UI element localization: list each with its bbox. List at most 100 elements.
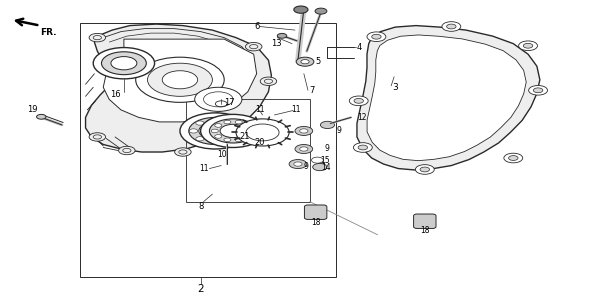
Text: 3: 3: [392, 83, 398, 92]
Circle shape: [224, 138, 231, 141]
Circle shape: [294, 6, 308, 13]
Circle shape: [320, 121, 335, 129]
Circle shape: [201, 114, 266, 147]
Text: 9: 9: [304, 162, 309, 171]
Circle shape: [93, 48, 155, 79]
Circle shape: [251, 127, 268, 135]
Text: 10: 10: [218, 150, 227, 159]
Circle shape: [189, 129, 198, 133]
Text: 18: 18: [420, 226, 430, 235]
Circle shape: [519, 41, 537, 51]
Circle shape: [248, 129, 255, 133]
Circle shape: [296, 57, 314, 66]
Text: 14: 14: [322, 163, 331, 172]
Circle shape: [295, 144, 313, 154]
Circle shape: [89, 33, 106, 42]
Circle shape: [415, 165, 434, 174]
Text: 12: 12: [357, 113, 366, 123]
Text: 13: 13: [271, 39, 282, 48]
Circle shape: [236, 119, 289, 146]
Circle shape: [211, 140, 219, 144]
Circle shape: [289, 160, 307, 169]
Circle shape: [372, 34, 381, 39]
Text: 4: 4: [357, 43, 362, 52]
Circle shape: [211, 118, 219, 122]
Circle shape: [420, 167, 430, 172]
Circle shape: [215, 135, 222, 138]
Text: 16: 16: [110, 90, 120, 99]
Text: 2: 2: [197, 284, 204, 294]
Text: 11: 11: [199, 164, 208, 173]
Circle shape: [244, 123, 275, 139]
Circle shape: [89, 133, 106, 141]
Circle shape: [277, 33, 287, 38]
Circle shape: [195, 87, 242, 111]
Text: 6: 6: [254, 22, 260, 31]
Circle shape: [233, 129, 241, 133]
Circle shape: [199, 123, 232, 139]
Text: 8: 8: [198, 202, 204, 211]
Circle shape: [313, 163, 327, 171]
Circle shape: [300, 147, 308, 151]
Circle shape: [529, 85, 548, 95]
Bar: [80, 23, 336, 277]
Circle shape: [215, 124, 222, 127]
Text: 20: 20: [254, 138, 265, 147]
Circle shape: [227, 121, 235, 125]
Circle shape: [227, 137, 235, 141]
FancyBboxPatch shape: [304, 205, 327, 219]
Circle shape: [367, 32, 386, 42]
Circle shape: [220, 124, 246, 138]
Polygon shape: [103, 39, 257, 122]
Text: 11: 11: [291, 105, 301, 114]
Circle shape: [136, 57, 224, 102]
Circle shape: [509, 156, 518, 160]
Text: FR.: FR.: [40, 28, 57, 37]
Circle shape: [180, 113, 251, 149]
Circle shape: [354, 98, 363, 103]
Circle shape: [244, 135, 251, 138]
Text: 15: 15: [320, 156, 330, 165]
Circle shape: [300, 129, 308, 133]
Circle shape: [119, 146, 135, 155]
Circle shape: [315, 8, 327, 14]
Circle shape: [235, 120, 242, 124]
Polygon shape: [367, 35, 526, 161]
Text: 7: 7: [310, 86, 315, 95]
Circle shape: [447, 24, 456, 29]
Circle shape: [235, 138, 242, 141]
Text: 17: 17: [224, 98, 235, 107]
Circle shape: [111, 57, 137, 70]
Text: 19: 19: [27, 105, 38, 114]
Circle shape: [175, 148, 191, 156]
Circle shape: [211, 129, 218, 133]
Circle shape: [196, 121, 204, 125]
Circle shape: [523, 43, 533, 48]
Circle shape: [260, 77, 277, 85]
Polygon shape: [86, 24, 271, 152]
Text: 11: 11: [255, 105, 264, 114]
Circle shape: [294, 162, 302, 166]
Circle shape: [209, 119, 257, 143]
Circle shape: [295, 126, 313, 135]
Circle shape: [196, 137, 204, 141]
Circle shape: [533, 88, 543, 93]
Circle shape: [37, 114, 46, 119]
Circle shape: [244, 124, 251, 127]
Circle shape: [101, 52, 146, 75]
Bar: [186, 99, 310, 202]
Text: 5: 5: [316, 57, 321, 66]
Circle shape: [349, 96, 368, 106]
Circle shape: [148, 63, 212, 96]
Circle shape: [224, 120, 231, 124]
Circle shape: [245, 42, 262, 51]
Text: 9: 9: [324, 144, 329, 154]
Circle shape: [353, 143, 372, 152]
Polygon shape: [357, 26, 540, 170]
Circle shape: [189, 117, 242, 144]
FancyBboxPatch shape: [414, 214, 436, 228]
Text: 18: 18: [311, 218, 320, 227]
Text: 21: 21: [239, 132, 250, 141]
Text: 9: 9: [336, 126, 341, 135]
Circle shape: [162, 71, 198, 89]
